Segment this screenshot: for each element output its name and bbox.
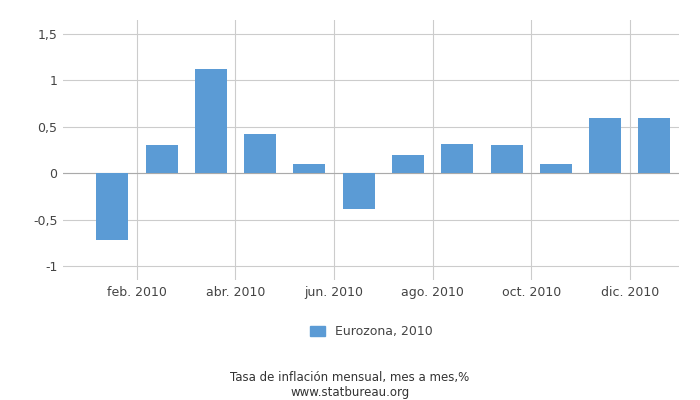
Bar <box>97 173 128 240</box>
Bar <box>392 155 424 173</box>
Bar <box>540 164 572 173</box>
Bar <box>589 118 621 173</box>
Bar <box>146 145 178 173</box>
Bar <box>441 144 473 173</box>
Bar <box>491 145 522 173</box>
Bar <box>638 118 671 173</box>
Text: Tasa de inflación mensual, mes a mes,%: Tasa de inflación mensual, mes a mes,% <box>230 372 470 384</box>
Text: www.statbureau.org: www.statbureau.org <box>290 386 410 399</box>
Bar <box>343 173 374 208</box>
Bar <box>195 69 227 173</box>
Bar <box>293 164 326 173</box>
Bar <box>244 134 276 173</box>
Legend: Eurozona, 2010: Eurozona, 2010 <box>304 320 438 343</box>
